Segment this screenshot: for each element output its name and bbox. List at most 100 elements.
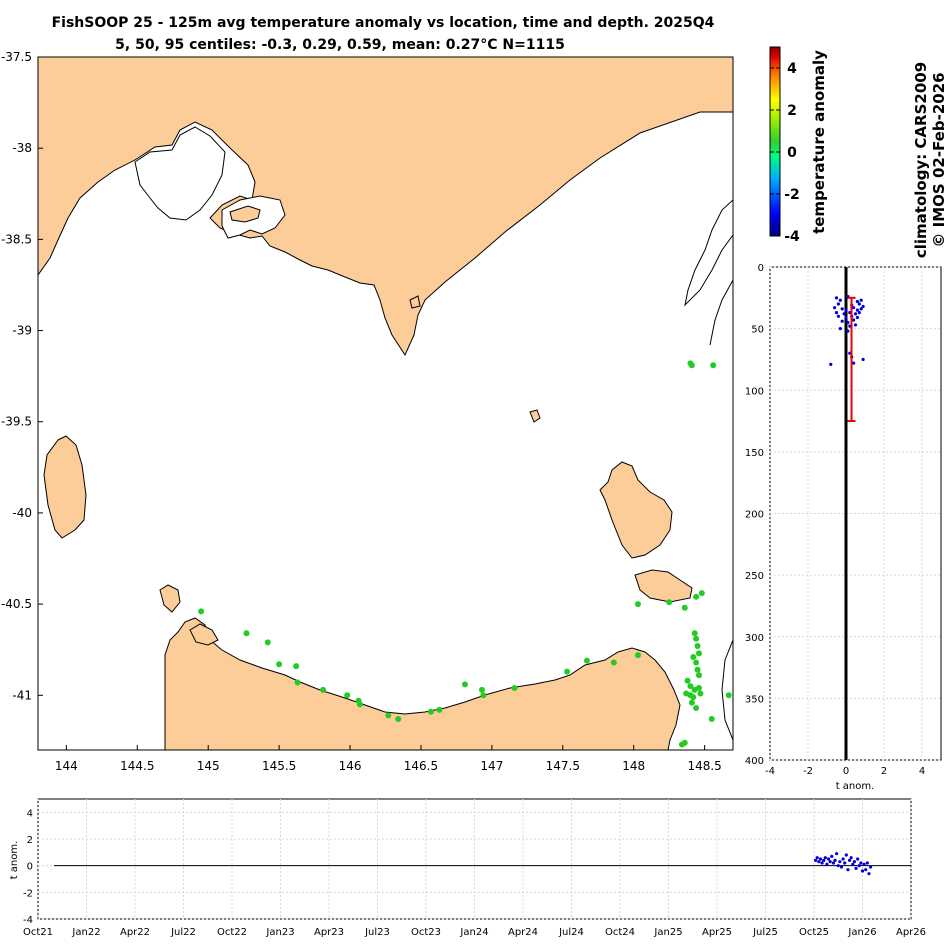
timeseries-point (815, 856, 819, 860)
profile-xtick-label: 0 (843, 766, 849, 777)
map-point (708, 715, 715, 722)
timeseries-point (867, 872, 871, 876)
profile-point (834, 311, 839, 315)
profile-point (838, 327, 842, 331)
colorbar-gradient (769, 46, 781, 237)
timeseries-xtick-label: Jan25 (653, 927, 682, 938)
map-xtick-label: 144 (55, 759, 78, 773)
profile-ytick-label: 0 (758, 263, 764, 274)
timeseries-point (843, 861, 847, 865)
profile-point (840, 307, 844, 311)
land-islet (409, 295, 421, 309)
timeseries-xtick-label: Jul25 (752, 927, 778, 938)
timeseries-point (856, 857, 860, 861)
profile-point (853, 323, 858, 327)
profile-xtick-label: 4 (919, 766, 925, 777)
map-point (694, 666, 701, 673)
map-point (693, 593, 700, 600)
timeseries-xtick-label: Oct22 (217, 927, 247, 938)
map-point (693, 659, 700, 666)
coast-east-2 (709, 279, 733, 346)
profile-point (859, 298, 863, 302)
timeseries-point (817, 860, 821, 864)
timeseries-point (835, 852, 839, 856)
timeseries-axis-ticks: Oct21 Jan22 Apr22 Jul22 Oct22 Jan23 Apr23 Jul23… (23, 808, 926, 938)
map-point (690, 653, 697, 660)
profile-point (846, 329, 850, 333)
land-islet (529, 409, 541, 423)
map-point (634, 601, 641, 608)
colorbar-tick-label: 2 (787, 103, 797, 119)
timeseries-point (822, 858, 826, 862)
map-point (480, 692, 487, 699)
map-point (395, 715, 402, 722)
timeseries-point (846, 868, 850, 872)
timeseries-point (838, 860, 842, 864)
colorbar: -4 -2 0 2 4 temperature anomaly (769, 46, 828, 245)
coast-east-3 (721, 639, 733, 741)
profile-ytick-label: 150 (745, 448, 764, 459)
profile-xtick-label: -4 (765, 766, 775, 777)
profile-point (852, 318, 856, 322)
map-xtick-label: 145.5 (262, 759, 296, 773)
timeseries-point (828, 860, 832, 864)
map-point (678, 741, 685, 748)
map-ytick-label: -40.5 (1, 597, 32, 611)
profile-point (852, 361, 856, 365)
profile-point (861, 357, 865, 362)
timeseries-xtick-label: Jul22 (170, 927, 196, 938)
map-point (697, 690, 704, 697)
timeseries-xtick-label: Oct25 (799, 927, 829, 938)
colorbar-label: temperature anomaly (810, 50, 828, 234)
map-xtick-label: 146 (339, 759, 362, 773)
timeseries-point (833, 858, 837, 862)
map-xtick-label: 148.5 (687, 759, 721, 773)
chart-subtitle: 5, 50, 95 centiles: -0.3, 0.29, 0.59, me… (115, 37, 565, 53)
map-point (688, 699, 695, 706)
profile-point (861, 304, 865, 309)
profile-data (829, 267, 865, 760)
profile-point (838, 298, 842, 302)
map-frame (37, 56, 734, 751)
timeseries-point (857, 864, 861, 868)
map-point (294, 679, 301, 686)
timeseries-point (839, 865, 844, 869)
map-ytick-label: -41 (12, 688, 32, 702)
profile-grid (769, 266, 941, 761)
colorbar-tick-label: 0 (787, 145, 797, 161)
map-point (461, 681, 468, 688)
map-point (610, 659, 617, 666)
land-phillip-island (229, 205, 261, 223)
timeseries-ytick-label: 4 (27, 808, 33, 819)
map-point (690, 694, 697, 701)
land-victoria (38, 57, 733, 357)
timeseries-ytick-label: 0 (27, 862, 33, 873)
map-point (688, 362, 695, 369)
land-robbins-island (189, 623, 219, 646)
map-ytick-label: -38 (12, 141, 32, 155)
timeseries-data (54, 852, 911, 876)
map-point (693, 635, 700, 642)
timeseries-xtick-label: Jan23 (265, 927, 294, 938)
timeseries-xtick-label: Apr22 (120, 927, 150, 938)
map-point (695, 684, 702, 691)
map-ytick-label: -38.5 (1, 232, 32, 246)
timeseries-point (844, 853, 848, 857)
copyright-text: © IMOS 02-Feb-2026 (930, 72, 948, 247)
timeseries-point (862, 862, 866, 866)
profile-point (844, 308, 848, 312)
map-point (320, 686, 327, 693)
timeseries-point (864, 868, 868, 872)
timeseries-point (865, 861, 869, 865)
timeseries-ytick-label: -4 (23, 915, 33, 926)
map-xtick-label: 148 (622, 759, 645, 773)
timeseries-point (831, 861, 836, 865)
depth-profile-panel: -4 -2 0 2 4 0 50 100 150 200 250 300 350 400 t anom. (745, 263, 942, 792)
profile-point (833, 306, 837, 310)
chart-title: FishSOOP 25 - 125m avg temperature anoma… (52, 15, 715, 31)
colorbar-tick-label: -2 (784, 187, 800, 203)
profile-point (855, 308, 860, 312)
timeseries-ylabel: t anom. (9, 841, 20, 880)
map-ytick-label: -40 (12, 506, 32, 520)
timeseries-point (836, 864, 840, 868)
